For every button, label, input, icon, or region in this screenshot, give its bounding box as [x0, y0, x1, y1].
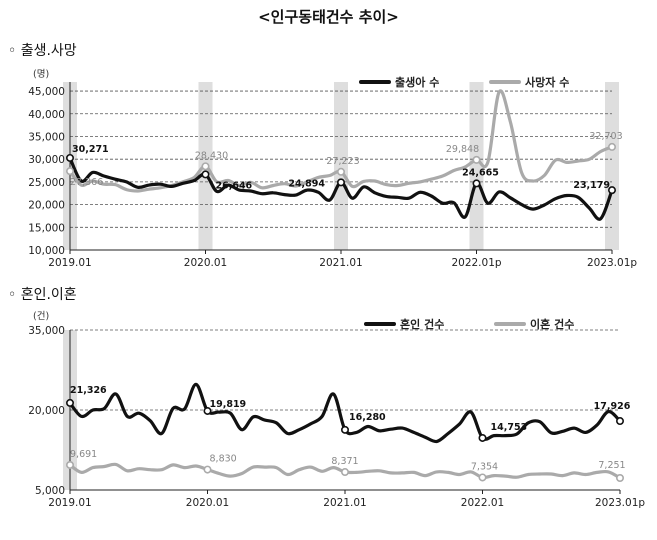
data-label: 19,819 — [210, 399, 247, 410]
january-marker — [66, 153, 75, 162]
x-tick-label: 2020.01 — [186, 497, 229, 509]
y-tick-label: 25,000 — [28, 177, 65, 189]
x-tick-label: 2023.01p — [587, 257, 637, 269]
data-label: 30,271 — [72, 144, 109, 155]
marriages-divorces-chart: 5,000 20,000 35,000 (건) 2019.01 2020.01 2021.0… — [28, 311, 645, 509]
page-title: <인구동태건수 추이> — [258, 8, 399, 26]
january-marker — [478, 433, 487, 442]
x-tick-label: 2019.01 — [48, 497, 91, 509]
births-deaths-chart: 10,000 15,000 20,000 25,000 30,000 35,000 40,0… — [28, 69, 637, 269]
legend-label: 이혼 건수 — [530, 317, 574, 331]
data-label: 8,371 — [331, 456, 358, 467]
y-tick-label: 10,000 — [28, 245, 65, 257]
january-band — [334, 82, 348, 250]
january-marker — [478, 473, 487, 482]
data-label: 28,430 — [195, 150, 228, 161]
y-tick-label: 20,000 — [28, 200, 65, 212]
january-marker — [336, 178, 345, 187]
data-label: 7,251 — [598, 460, 625, 471]
section-title-marriages-divorces: ◦ 혼인.이혼 — [8, 287, 77, 303]
data-label: 26,646 — [216, 180, 253, 191]
x-tick-label: 2021.01 — [323, 497, 366, 509]
y-tick-label: 15,000 — [28, 222, 65, 234]
january-marker — [615, 473, 624, 482]
y-tick-label: 35,000 — [28, 131, 65, 143]
section-title-births-deaths: ◦ 출생.사망 — [8, 43, 77, 59]
january-marker — [201, 170, 210, 179]
january-marker — [66, 398, 75, 407]
january-band — [605, 82, 619, 250]
data-label: 17,926 — [594, 401, 631, 412]
legend-label: 혼인 건수 — [400, 317, 444, 331]
y-tick-label: 5,000 — [35, 485, 65, 497]
january-marker — [607, 142, 616, 151]
data-label: 7,354 — [471, 461, 498, 472]
january-marker — [203, 406, 212, 415]
legend-label: 출생아 수 — [395, 75, 439, 89]
x-tick-label: 2021.01 — [319, 257, 362, 269]
unit-label: (건) — [33, 311, 49, 322]
january-marker — [340, 468, 349, 477]
data-label: 23,179 — [573, 180, 610, 191]
y-tick-label: 20,000 — [28, 405, 65, 417]
legend-label: 사망자 수 — [525, 75, 569, 89]
y-tick-label: 35,000 — [28, 325, 65, 337]
x-tick-label: 2020.01 — [184, 257, 227, 269]
data-label: 9,691 — [70, 449, 97, 460]
data-label: 8,830 — [210, 454, 237, 465]
january-marker — [66, 460, 75, 469]
data-label: 24,665 — [462, 167, 499, 178]
unit-label: (명) — [33, 69, 49, 80]
y-tick-label: 30,000 — [28, 154, 65, 166]
january-marker — [340, 425, 349, 434]
data-label: 24,894 — [288, 178, 325, 189]
x-tick-label: 2022.01p — [451, 257, 501, 269]
january-marker — [615, 417, 624, 426]
x-tick-label: 2023.01p — [595, 497, 645, 509]
january-marker — [201, 162, 210, 171]
data-label: 29,848 — [446, 144, 479, 155]
data-label: 32,703 — [589, 131, 622, 142]
january-marker — [472, 155, 481, 164]
january-marker — [607, 186, 616, 195]
data-label: 14,753 — [491, 422, 528, 433]
y-tick-label: 40,000 — [28, 109, 65, 121]
january-marker — [336, 167, 345, 176]
x-tick-label: 2022.01 — [461, 497, 504, 509]
data-label: 27,223 — [326, 156, 359, 167]
data-label: 16,280 — [349, 412, 386, 423]
x-tick-label: 2019.01 — [48, 257, 91, 269]
january-marker — [472, 179, 481, 188]
january-band — [469, 82, 484, 250]
data-label: 21,326 — [70, 385, 107, 396]
january-marker — [203, 465, 212, 474]
january-marker — [66, 167, 75, 176]
data-label: 27,366 — [70, 177, 103, 188]
y-tick-label: 45,000 — [28, 86, 65, 98]
